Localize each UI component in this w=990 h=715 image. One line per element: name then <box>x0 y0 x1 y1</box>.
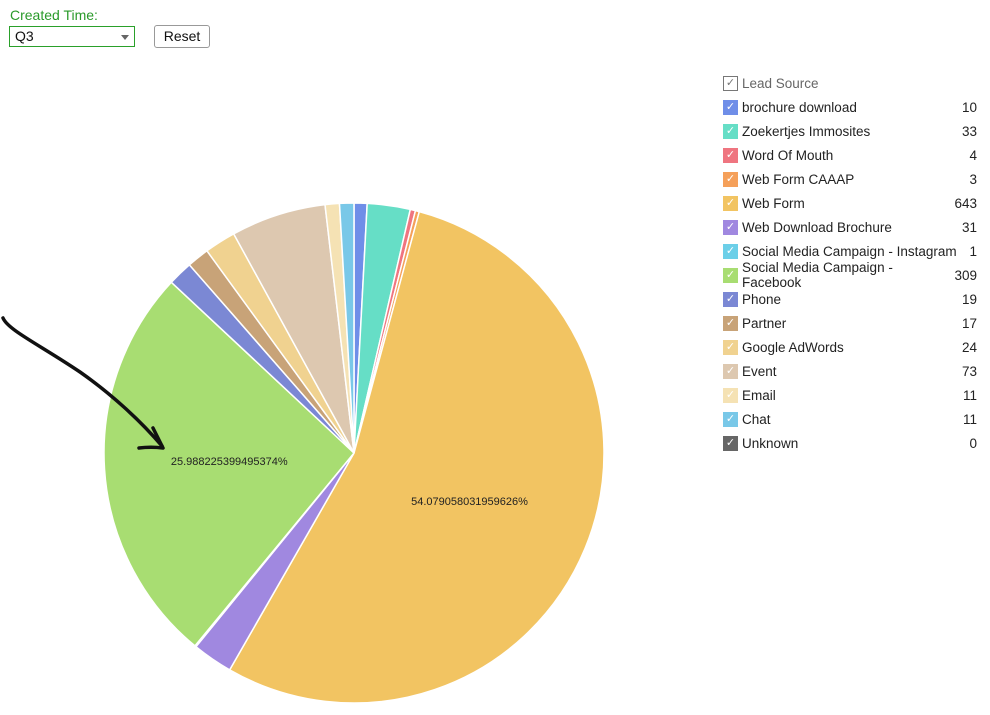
legend-item[interactable]: ✓ Social Media Campaign - Instagram 1 <box>723 239 977 263</box>
checkbox-icon[interactable]: ✓ <box>723 435 738 451</box>
legend-label: Social Media Campaign - Facebook <box>742 260 893 290</box>
legend-label: Unknown <box>742 435 799 451</box>
legend-title: Lead Source <box>742 75 819 91</box>
legend-item[interactable]: ✓ Chat 11 <box>723 407 977 431</box>
legend-label: Web Form <box>742 195 805 211</box>
checkbox-icon[interactable]: ✓ <box>723 315 738 331</box>
created-time-label: Created Time: <box>10 7 98 23</box>
legend-header[interactable]: ✓ Lead Source <box>723 71 977 95</box>
legend-label: Web Download Brochure <box>742 219 892 235</box>
legend-value: 0 <box>969 435 977 451</box>
checkbox-icon[interactable]: ✓ <box>723 195 738 211</box>
checkbox-icon[interactable]: ✓ <box>723 219 738 235</box>
checkbox-icon[interactable]: ✓ <box>723 339 738 355</box>
legend-value: 19 <box>961 291 977 307</box>
legend-item[interactable]: ✓ Social Media Campaign - Facebook 309 <box>723 260 977 290</box>
legend-label: Partner <box>742 315 787 331</box>
legend-label: Web Form CAAAP <box>742 171 855 187</box>
legend-value: 309 <box>954 267 977 283</box>
legend-value: 10 <box>961 99 977 115</box>
legend-label: brochure download <box>742 99 857 115</box>
selected-value: Q3 <box>15 28 34 44</box>
legend-label: Chat <box>742 411 771 427</box>
checkbox-icon[interactable]: ✓ <box>723 171 738 187</box>
checkbox-icon[interactable]: ✓ <box>723 75 738 91</box>
legend-item[interactable]: ✓ Email 11 <box>723 383 977 407</box>
checkbox-icon[interactable]: ✓ <box>723 363 738 379</box>
legend-value: 31 <box>961 219 977 235</box>
legend-item[interactable]: ✓ Google AdWords 24 <box>723 335 977 359</box>
pie-slice[interactable] <box>338 202 355 454</box>
legend-value: 17 <box>961 315 977 331</box>
legend-item[interactable]: ✓ Web Form CAAAP 3 <box>723 167 977 191</box>
legend-label: Zoekertjes Immosites <box>742 123 871 139</box>
legend-item[interactable]: ✓ Zoekertjes Immosites 33 <box>723 119 977 143</box>
legend-value: 73 <box>961 363 977 379</box>
checkbox-icon[interactable]: ✓ <box>723 291 738 307</box>
legend-value: 33 <box>961 123 977 139</box>
data-label: 25.988225399495374% <box>171 456 288 468</box>
checkbox-icon[interactable]: ✓ <box>723 123 738 139</box>
checkbox-icon[interactable]: ✓ <box>723 267 738 283</box>
legend-label: Social Media Campaign - Instagram <box>742 243 957 259</box>
pie-slice[interactable] <box>103 281 356 647</box>
legend-value: 24 <box>961 339 977 355</box>
legend-value: 1 <box>969 243 977 259</box>
legend-label: Word Of Mouth <box>742 147 834 163</box>
legend-item[interactable]: ✓ Phone 19 <box>723 287 977 311</box>
legend-value: 11 <box>962 411 977 427</box>
legend-item[interactable]: ✓ Web Form 643 <box>723 191 977 215</box>
reset-button[interactable]: Reset <box>154 25 210 48</box>
legend-item[interactable]: ✓ Web Download Brochure 31 <box>723 215 977 239</box>
legend-item[interactable]: ✓ Unknown 0 <box>723 431 977 455</box>
legend-item[interactable]: ✓ brochure download 10 <box>723 95 977 119</box>
checkbox-icon[interactable]: ✓ <box>723 243 738 259</box>
legend-item[interactable]: ✓ Event 73 <box>723 359 977 383</box>
legend: ✓ Lead Source ✓ brochure download 10 ✓ Zoeker… <box>723 71 977 455</box>
legend-label: Phone <box>742 291 782 307</box>
legend-value: 643 <box>954 195 977 211</box>
legend-label: Email <box>742 387 776 403</box>
pie-slice[interactable] <box>228 210 605 704</box>
legend-item[interactable]: ✓ Word Of Mouth 4 <box>723 143 977 167</box>
legend-label: Event <box>742 363 777 379</box>
checkbox-icon[interactable]: ✓ <box>723 99 738 115</box>
legend-value: 4 <box>969 147 977 163</box>
chevron-down-icon <box>121 35 129 40</box>
legend-item[interactable]: ✓ Partner 17 <box>723 311 977 335</box>
legend-label: Google AdWords <box>742 339 844 355</box>
checkbox-icon[interactable]: ✓ <box>723 387 738 403</box>
created-time-select[interactable]: Q3 <box>9 26 135 47</box>
checkbox-icon[interactable]: ✓ <box>723 411 738 427</box>
data-label: 54.079058031959626% <box>411 496 528 508</box>
checkbox-icon[interactable]: ✓ <box>723 147 738 163</box>
hand-drawn-arrow-annotation <box>1 316 165 450</box>
legend-value: 3 <box>969 171 977 187</box>
legend-value: 11 <box>962 387 977 403</box>
